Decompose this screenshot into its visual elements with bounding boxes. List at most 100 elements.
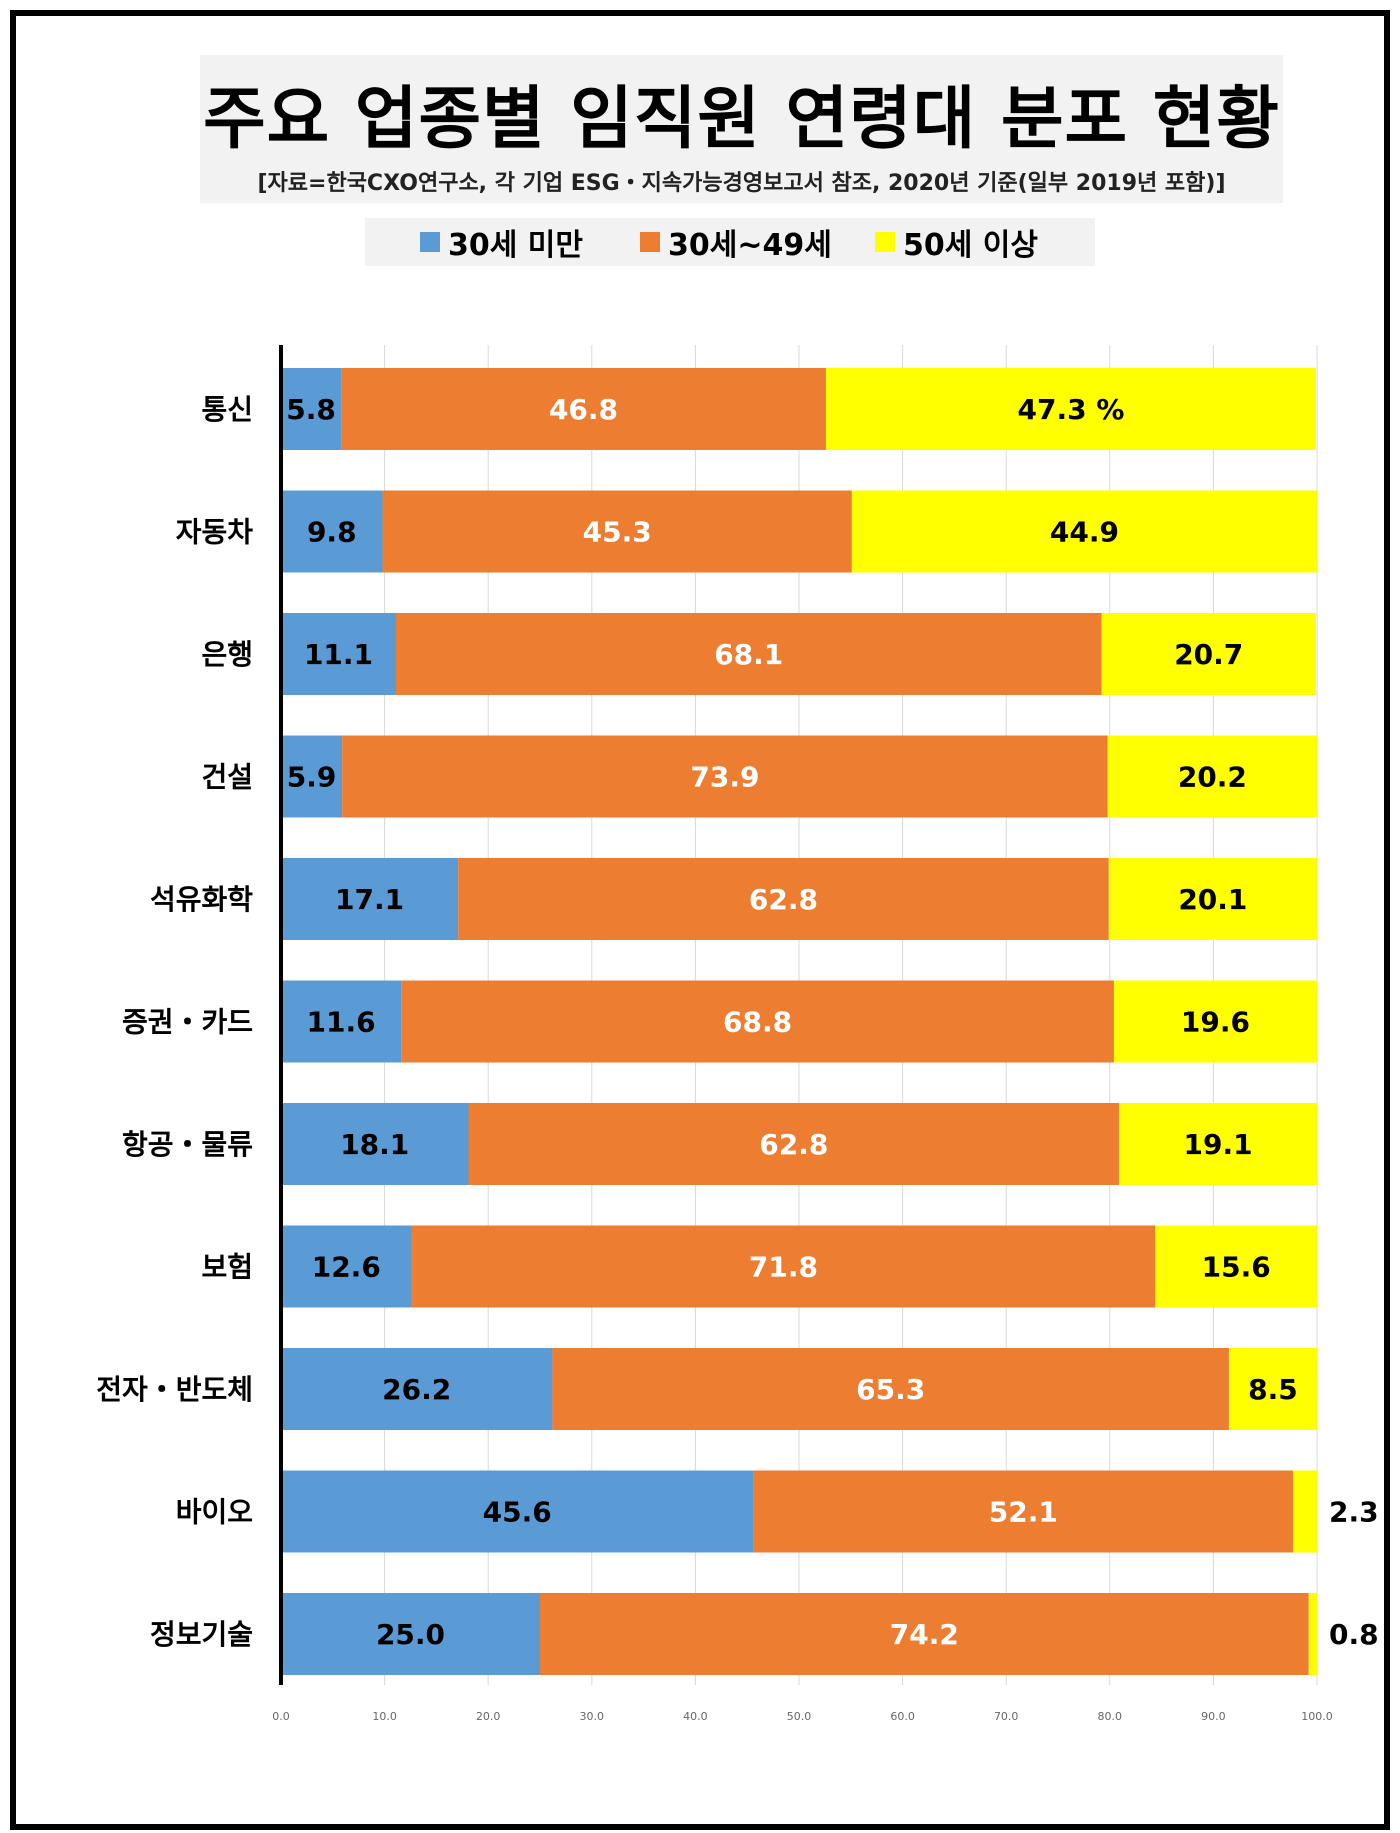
data-label: 20.1 (1178, 883, 1247, 916)
data-label: 71.8 (749, 1251, 818, 1284)
legend-item-under30: 30세 미만 (420, 218, 583, 266)
chart-subtitle: [자료=한국CXO연구소, 각 기업 ESG・지속가능경영보고서 참조, 202… (257, 171, 1226, 196)
bar-segment (281, 858, 459, 940)
bar-segment (458, 858, 1109, 940)
category-label: 정보기술 (150, 1618, 253, 1651)
bar-segment (411, 1225, 1156, 1308)
legend-label-over50: 50세 이상 (903, 228, 1038, 263)
data-label: 74.2 (890, 1618, 959, 1651)
chart-title: 주요 업종별 임직원 연령대 분포 현황 (203, 80, 1280, 159)
bar-segment (1101, 613, 1316, 695)
data-label: 45.6 (483, 1496, 552, 1529)
data-label: 20.2 (1178, 761, 1247, 794)
legend-swatch-under30 (420, 232, 440, 252)
category-label: 석유화학 (150, 883, 253, 916)
x-tick-label: 40.0 (683, 1710, 708, 1723)
data-label: 12.6 (312, 1251, 381, 1284)
bar-segment (281, 735, 343, 818)
data-label: 8.5 (1248, 1373, 1298, 1406)
x-tick-label: 90.0 (1201, 1710, 1226, 1723)
bar-segment (540, 1593, 1309, 1675)
bar-segment (1155, 1225, 1317, 1308)
bar-segment (281, 1470, 754, 1553)
x-tick-label: 10.0 (372, 1710, 397, 1723)
data-label: 62.8 (749, 883, 818, 916)
bar-segment (753, 1470, 1294, 1553)
bar-segment (281, 368, 342, 450)
data-label: 73.9 (690, 761, 759, 794)
data-label: 46.8 (549, 393, 618, 426)
data-label: 47.3 % (1018, 393, 1125, 426)
bar-segment (281, 1225, 412, 1308)
category-label: 증권・카드 (122, 1006, 253, 1039)
bar-segment (382, 490, 852, 573)
legend: 30세 미만 30세~49세 50세 이상 (365, 218, 1095, 266)
data-label: 68.1 (714, 638, 783, 671)
legend-label-mid: 30세~49세 (668, 228, 832, 263)
legend-label-under30: 30세 미만 (448, 228, 583, 263)
x-tick-label: 20.0 (476, 1710, 501, 1723)
data-label: 65.3 (856, 1373, 925, 1406)
title-box: 주요 업종별 임직원 연령대 분포 현황 [자료=한국CXO연구소, 각 기업 … (200, 55, 1283, 203)
bar-segment (825, 368, 1316, 450)
bar-segment (1113, 980, 1317, 1063)
x-tick-label: 100.0 (1301, 1710, 1333, 1723)
bar-segment (341, 368, 826, 450)
data-label: 15.6 (1202, 1251, 1271, 1284)
bar-segment (1108, 858, 1317, 940)
category-label: 은행 (201, 638, 253, 671)
bar-segment (401, 980, 1114, 1063)
x-tick-label: 0.0 (272, 1710, 290, 1723)
legend-swatch-mid (640, 232, 660, 252)
data-label: 17.1 (335, 883, 404, 916)
data-label: 19.1 (1184, 1128, 1253, 1161)
bar-segment (395, 613, 1102, 695)
data-label: 20.7 (1174, 638, 1243, 671)
bar-segment (281, 490, 383, 573)
bar-segment (1228, 1348, 1317, 1430)
bar-segment (281, 1348, 553, 1430)
data-label: 5.8 (286, 393, 336, 426)
legend-swatch-over50 (875, 232, 895, 252)
data-label: 26.2 (382, 1373, 451, 1406)
data-label: 62.8 (759, 1128, 828, 1161)
bar-segment (1308, 1593, 1317, 1675)
bar-segment (281, 1103, 469, 1185)
data-label: 11.1 (304, 638, 373, 671)
data-label: 68.8 (723, 1006, 792, 1039)
bar-segment (552, 1348, 1229, 1430)
category-label: 전자・반도체 (96, 1373, 253, 1406)
category-label: 보험 (201, 1251, 253, 1284)
category-label: 바이오 (176, 1496, 253, 1529)
data-label: 11.6 (307, 1006, 376, 1039)
data-label: 9.8 (307, 516, 357, 549)
x-tick-label: 60.0 (890, 1710, 915, 1723)
data-label: 45.3 (583, 516, 652, 549)
bar-segment (281, 980, 402, 1063)
bar-segment (281, 1593, 540, 1675)
data-label: 18.1 (340, 1128, 409, 1161)
data-label: 44.9 (1050, 516, 1119, 549)
legend-item-over50: 50세 이상 (875, 218, 1038, 266)
data-label: 2.3 (1329, 1496, 1379, 1529)
x-tick-label: 70.0 (994, 1710, 1019, 1723)
data-label: 0.8 (1329, 1618, 1379, 1651)
data-label: 25.0 (376, 1618, 445, 1651)
bar-segment (342, 735, 1108, 818)
category-label: 통신 (201, 393, 253, 426)
bar-segment (851, 490, 1317, 573)
category-label: 항공・물류 (122, 1128, 253, 1161)
data-label: 19.6 (1181, 1006, 1250, 1039)
category-label: 자동차 (176, 516, 254, 549)
legend-item-mid: 30세~49세 (640, 218, 832, 266)
bar-segment (468, 1103, 1120, 1185)
x-tick-label: 50.0 (787, 1710, 812, 1723)
bar-segment (1293, 1470, 1317, 1553)
data-label: 5.9 (287, 761, 337, 794)
bar-segment (1107, 735, 1317, 818)
category-label: 건설 (201, 761, 253, 794)
x-tick-label: 30.0 (580, 1710, 605, 1723)
bar-segment (1119, 1103, 1317, 1185)
x-tick-label: 80.0 (1098, 1710, 1123, 1723)
